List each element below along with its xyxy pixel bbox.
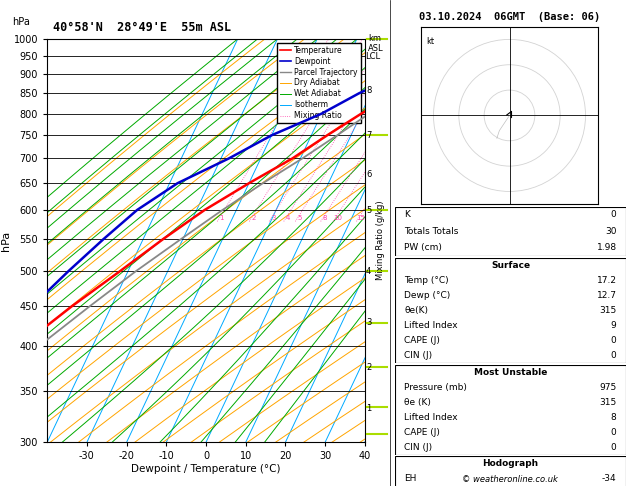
Text: 0: 0 — [611, 336, 616, 345]
Text: 1: 1 — [220, 214, 224, 221]
Text: EH: EH — [404, 474, 416, 484]
Text: 8: 8 — [366, 86, 372, 95]
Text: Totals Totals: Totals Totals — [404, 227, 459, 236]
Text: 6: 6 — [366, 170, 372, 179]
Text: -34: -34 — [602, 474, 616, 484]
Text: Surface: Surface — [491, 260, 530, 270]
Text: 8: 8 — [611, 413, 616, 422]
Text: Hodograph: Hodograph — [482, 459, 538, 469]
Text: 3: 3 — [366, 318, 372, 327]
Text: Temp (°C): Temp (°C) — [404, 276, 449, 285]
Text: 12.7: 12.7 — [597, 291, 616, 300]
Text: 0: 0 — [611, 428, 616, 437]
Text: 2: 2 — [366, 363, 371, 372]
Text: Lifted Index: Lifted Index — [404, 321, 458, 330]
Text: CAPE (J): CAPE (J) — [404, 428, 440, 437]
Text: 4: 4 — [366, 267, 371, 276]
Text: CAPE (J): CAPE (J) — [404, 336, 440, 345]
Text: Dewp (°C): Dewp (°C) — [404, 291, 450, 300]
Text: 315: 315 — [599, 306, 616, 315]
Text: Most Unstable: Most Unstable — [474, 367, 547, 377]
Text: © weatheronline.co.uk: © weatheronline.co.uk — [462, 474, 557, 484]
Text: θe(K): θe(K) — [404, 306, 428, 315]
Text: 0: 0 — [611, 351, 616, 360]
X-axis label: Dewpoint / Temperature (°C): Dewpoint / Temperature (°C) — [131, 464, 281, 474]
Text: 4: 4 — [286, 214, 290, 221]
Text: 03.10.2024  06GMT  (Base: 06): 03.10.2024 06GMT (Base: 06) — [419, 12, 600, 22]
Text: 5: 5 — [366, 206, 371, 214]
Text: Pressure (mb): Pressure (mb) — [404, 382, 467, 392]
Text: 0: 0 — [611, 210, 616, 219]
Legend: Temperature, Dewpoint, Parcel Trajectory, Dry Adiabat, Wet Adiabat, Isotherm, Mi: Temperature, Dewpoint, Parcel Trajectory… — [277, 43, 361, 123]
Text: 0: 0 — [611, 443, 616, 452]
Text: θe (K): θe (K) — [404, 398, 431, 407]
Text: 30: 30 — [605, 227, 616, 236]
Text: LCL: LCL — [365, 52, 381, 61]
Text: 10: 10 — [333, 214, 342, 221]
Text: CIN (J): CIN (J) — [404, 351, 432, 360]
Text: 1.98: 1.98 — [596, 243, 616, 252]
Text: CIN (J): CIN (J) — [404, 443, 432, 452]
Text: 7: 7 — [366, 131, 372, 140]
Text: 1: 1 — [366, 404, 371, 413]
Text: 40°58'N  28°49'E  55m ASL: 40°58'N 28°49'E 55m ASL — [53, 21, 231, 34]
Text: 2: 2 — [252, 214, 256, 221]
Text: 975: 975 — [599, 382, 616, 392]
Text: 9: 9 — [611, 321, 616, 330]
Text: km
ASL: km ASL — [368, 34, 384, 53]
Text: hPa: hPa — [13, 17, 30, 27]
Text: 5: 5 — [298, 214, 302, 221]
Text: kt: kt — [426, 37, 434, 46]
Text: Mixing Ratio (g/kg): Mixing Ratio (g/kg) — [376, 201, 385, 280]
Text: 8: 8 — [323, 214, 327, 221]
Y-axis label: hPa: hPa — [1, 230, 11, 251]
Text: 15: 15 — [357, 214, 365, 221]
Text: Lifted Index: Lifted Index — [404, 413, 458, 422]
Text: K: K — [404, 210, 410, 219]
Text: 315: 315 — [599, 398, 616, 407]
Text: PW (cm): PW (cm) — [404, 243, 442, 252]
Text: 3: 3 — [271, 214, 276, 221]
Text: 17.2: 17.2 — [597, 276, 616, 285]
